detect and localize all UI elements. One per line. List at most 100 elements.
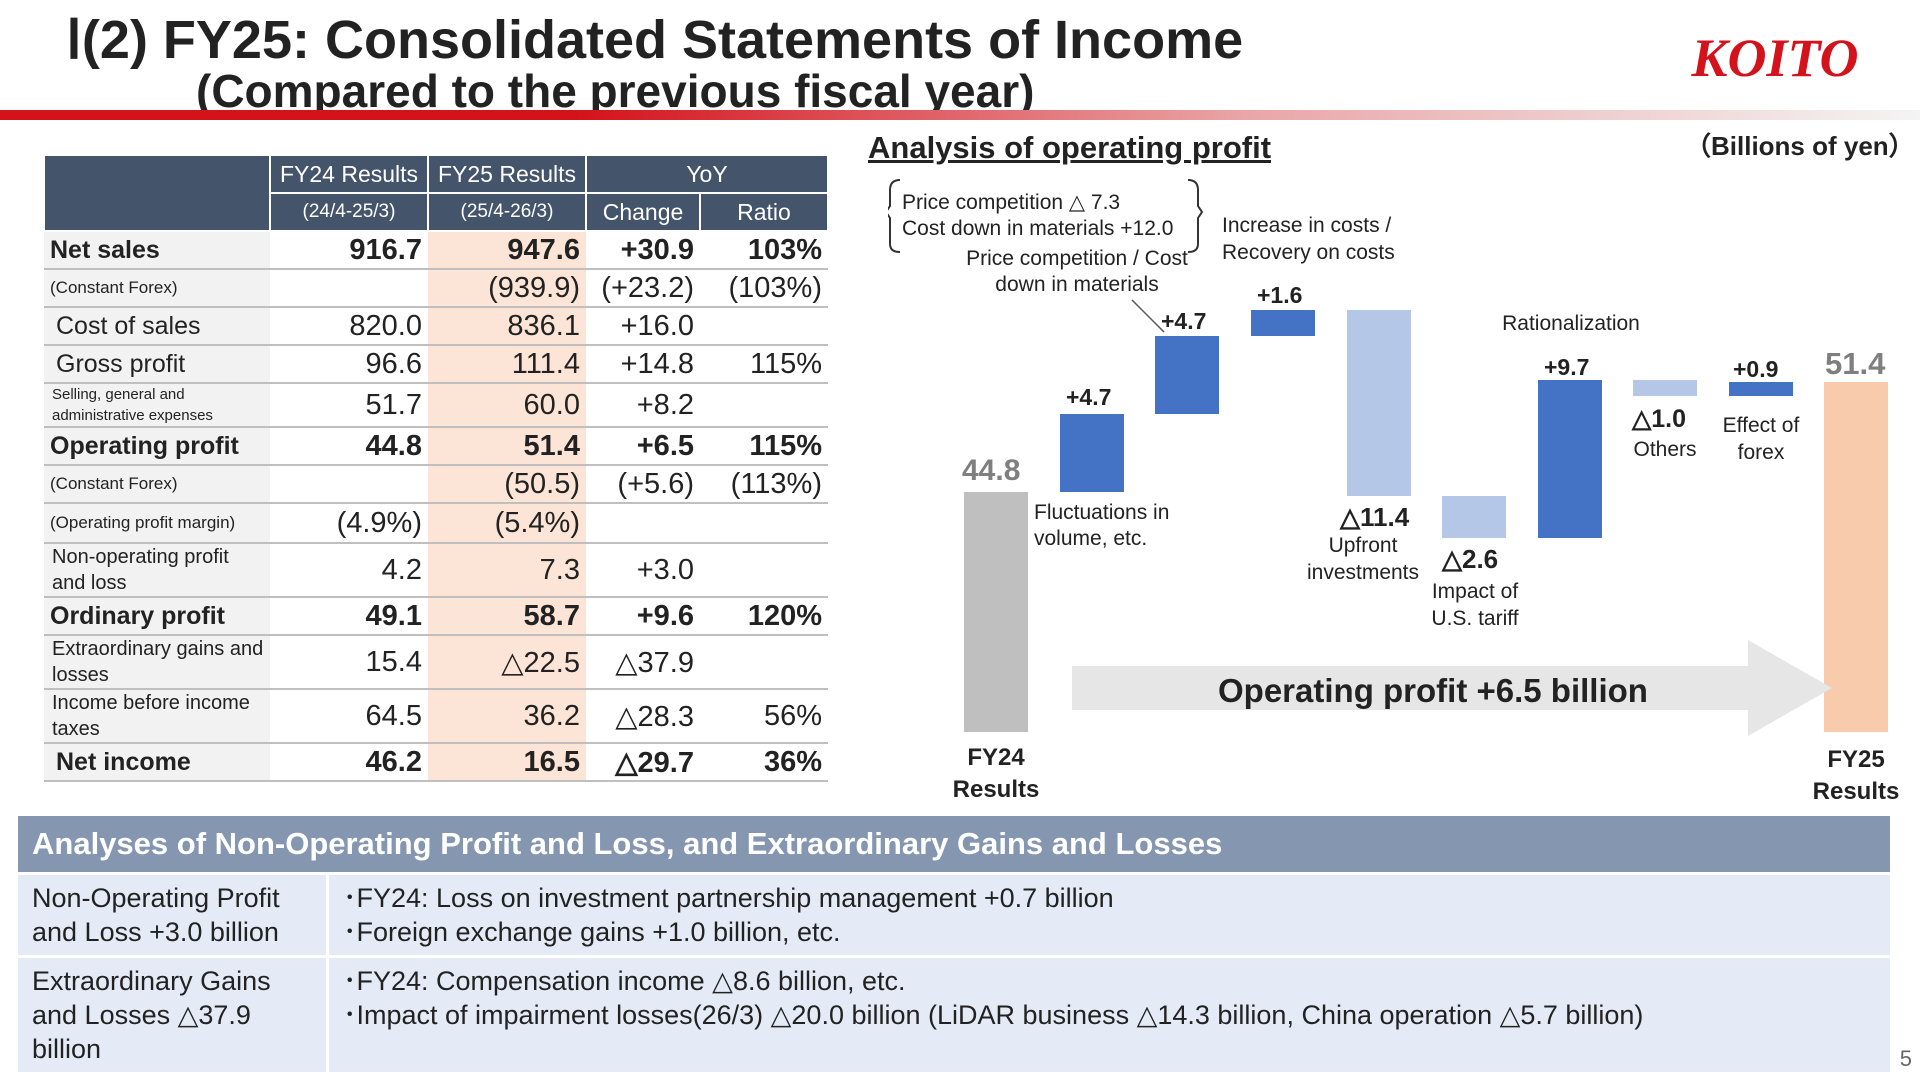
leader-line	[1131, 299, 1165, 333]
step-category-label: Price competition / Cost down in materia…	[966, 247, 1188, 296]
cell-fy24: 44.8	[270, 427, 428, 466]
header-fy24-period: (24/4-25/3)	[269, 192, 429, 232]
cell-fy25: 947.6	[428, 231, 586, 270]
cell-fy25: 58.7	[428, 597, 586, 636]
step-category-label: Others	[1633, 438, 1697, 461]
table-row: Non-operating profit and loss 4.2 7.3 +3…	[44, 543, 828, 598]
analysis-detail-line: ･Foreign exchange gains +1.0 billion, et…	[343, 917, 841, 947]
cell-change: +16.0	[586, 307, 700, 346]
cell-fy24: 916.7	[270, 231, 428, 270]
cell-change: △37.9	[586, 635, 700, 690]
cell-ratio: 115%	[700, 345, 828, 384]
cell-change: +30.9	[586, 231, 700, 270]
step-value-label: △11.4	[1340, 502, 1410, 532]
arrow-label: Operating profit +6.5 billion	[1218, 672, 1648, 709]
units-note: （Billions of yen）	[1685, 131, 1915, 161]
cell-fy25: (939.9)	[428, 269, 586, 308]
step-value-label: △2.6	[1442, 544, 1499, 574]
bracket-note-line2: Cost down in materials +12.0	[902, 217, 1174, 240]
step-category-label: Effect of forex	[1722, 414, 1800, 464]
bar-fy24	[964, 492, 1028, 732]
cell-fy25: 111.4	[428, 345, 586, 384]
cell-fy24: 49.1	[270, 597, 428, 636]
cell-change: △28.3	[586, 689, 700, 744]
cell-change: +9.6	[586, 597, 700, 636]
cell-fy24	[270, 465, 428, 504]
bar-upfront	[1347, 310, 1411, 496]
cell-fy25: 7.3	[428, 543, 586, 598]
row-label: Net sales	[44, 231, 270, 270]
analysis-detail-line: ･Impact of impairment losses(26/3) △20.0…	[343, 1000, 1644, 1030]
cell-ratio: 36%	[700, 743, 828, 782]
row-label: Income before income taxes	[44, 689, 270, 744]
step-value-label: +0.9	[1733, 356, 1779, 382]
table-row: Extraordinary gains and losses 15.4 △22.…	[44, 635, 828, 690]
cell-fy24: 96.6	[270, 345, 428, 384]
start-category-label: FY24 Results	[952, 744, 1040, 803]
table-row: Cost of sales 820.0 836.1 +16.0	[44, 307, 828, 346]
bar-fy25	[1824, 382, 1888, 732]
step-value-label: △1.0	[1632, 405, 1686, 433]
cell-change: (+23.2)	[586, 269, 700, 308]
cell-fy24: 15.4	[270, 635, 428, 690]
cell-fy24: (4.9%)	[270, 503, 428, 544]
cell-fy25: 36.2	[428, 689, 586, 744]
chart-title: Analysis of operating profit	[868, 130, 1272, 165]
cell-fy25: 836.1	[428, 307, 586, 346]
cell-fy25: (50.5)	[428, 465, 586, 504]
header-fy25: FY25 Results	[427, 154, 587, 194]
row-label: Selling, general and administrative expe…	[44, 383, 270, 428]
cell-ratio: 103%	[700, 231, 828, 270]
cell-change: +6.5	[586, 427, 700, 466]
step-category-label: Fluctuations in volume, etc.	[1034, 501, 1170, 550]
cell-ratio	[700, 307, 828, 346]
table-row: (Constant Forex) (939.9) (+23.2) (103%)	[44, 269, 828, 308]
cell-ratio: (103%)	[700, 269, 828, 308]
cell-ratio: 120%	[700, 597, 828, 636]
table-header-blank	[43, 154, 271, 232]
table-row: Net sales 916.7 947.6 +30.9 103%	[44, 231, 828, 270]
cell-ratio: (113%)	[700, 465, 828, 504]
analysis-detail-line: ･FY24: Compensation income △8.6 billion,…	[343, 966, 906, 996]
analysis-category: Non-Operating Profit and Loss +3.0 billi…	[18, 872, 329, 957]
bar-others	[1633, 380, 1697, 396]
title-underline	[0, 110, 1920, 120]
row-label: Gross profit	[44, 345, 270, 384]
table-row: (Constant Forex) (50.5) (+5.6) (113%)	[44, 465, 828, 504]
analysis-heading: Analyses of Non-Operating Profit and Los…	[18, 816, 1890, 874]
cell-change: △29.7	[586, 743, 700, 782]
cell-fy25: 51.4	[428, 427, 586, 466]
cell-ratio	[700, 635, 828, 690]
bar-volume	[1060, 414, 1124, 492]
row-label: Operating profit	[44, 427, 270, 466]
bracket-note-line1: Price competition △ 7.3	[902, 191, 1121, 214]
cell-fy24: 820.0	[270, 307, 428, 346]
table-row: Operating profit 44.8 51.4 +6.5 115%	[44, 427, 828, 466]
cell-fy24: 51.7	[270, 383, 428, 428]
cell-ratio: 115%	[700, 427, 828, 466]
header-fy25-period: (25/4-26/3)	[427, 192, 587, 232]
cell-ratio	[700, 543, 828, 598]
analysis-category: Extraordinary Gains and Losses △37.9 bil…	[18, 955, 329, 1072]
step-value-label: +9.7	[1544, 354, 1590, 380]
step-value-label: +4.7	[1161, 308, 1207, 334]
cell-ratio: 56%	[700, 689, 828, 744]
analysis-row: Extraordinary Gains and Losses △37.9 bil…	[18, 955, 1890, 1072]
income-statement-table: FY24 Results FY25 Results YoY (24/4-25/3…	[43, 154, 829, 782]
cell-ratio	[700, 503, 828, 544]
row-label: Non-operating profit and loss	[44, 543, 270, 598]
cell-ratio	[700, 383, 828, 428]
row-label: (Constant Forex)	[44, 269, 270, 308]
row-label: Net income	[44, 743, 270, 782]
analysis-detail: ･FY24: Compensation income △8.6 billion,…	[327, 955, 1890, 1072]
analysis-detail: ･FY24: Loss on investment partnership ma…	[327, 872, 1890, 957]
cell-fy24: 4.2	[270, 543, 428, 598]
row-label: (Constant Forex)	[44, 465, 270, 504]
step-value-label: +4.7	[1066, 384, 1112, 410]
header-fy24: FY24 Results	[269, 154, 429, 194]
svg-text:KOITO: KOITO	[1690, 28, 1858, 88]
operating-profit-arrow	[1072, 640, 1832, 736]
table-row: Income before income taxes 64.5 36.2 △28…	[44, 689, 828, 744]
cell-fy25: (5.4%)	[428, 503, 586, 544]
start-value-label: 44.8	[962, 454, 1021, 487]
